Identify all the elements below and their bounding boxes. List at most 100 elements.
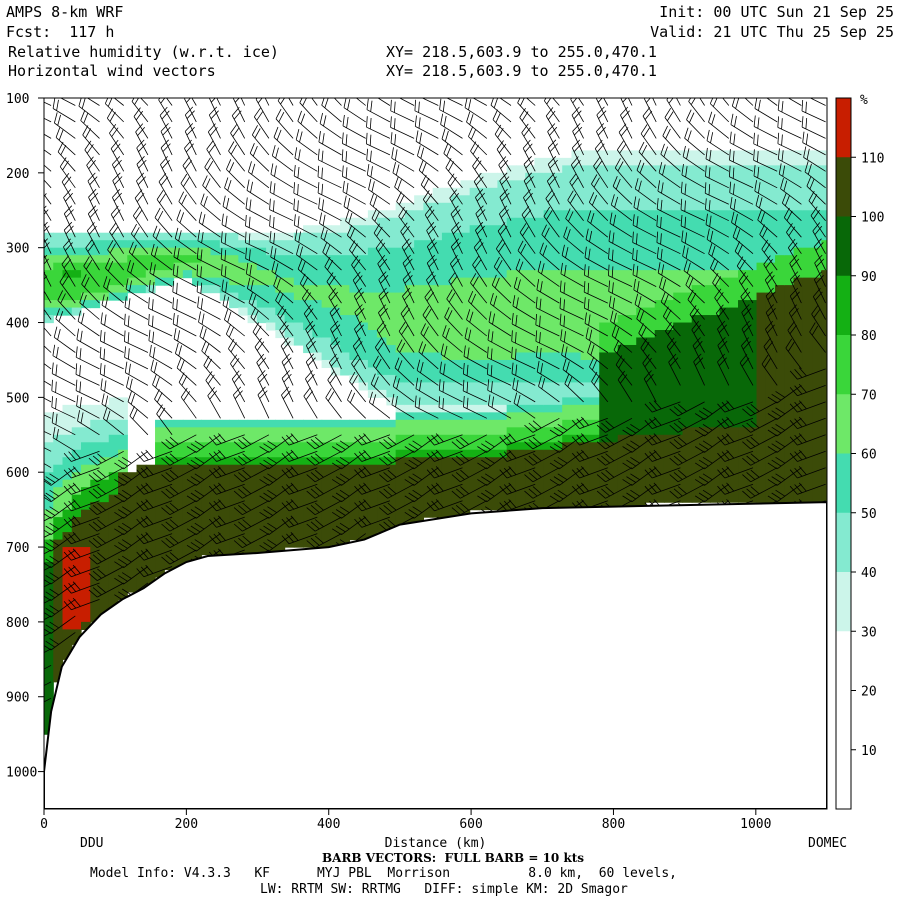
rh-cell (571, 382, 582, 398)
rh-cell (358, 225, 369, 256)
wind-barb (221, 213, 245, 238)
rh-cell (580, 419, 591, 436)
rh-cell (53, 300, 64, 309)
wind-barb (128, 241, 149, 271)
wind-barb (657, 262, 681, 287)
rh-cell (81, 621, 91, 630)
wind-barb (59, 272, 76, 304)
rh-cell (812, 165, 822, 211)
wind-barb (584, 297, 608, 320)
wind-barb (208, 515, 245, 528)
rh-cell (414, 352, 424, 383)
rh-cell (201, 285, 212, 294)
wind-barb (103, 407, 124, 436)
rh-cell (386, 427, 397, 443)
wind-barb (161, 483, 197, 499)
wind-barb (87, 172, 100, 205)
wind-barb (44, 205, 52, 238)
wind-barb (75, 346, 100, 370)
wind-barb (404, 500, 439, 519)
wind-barb (232, 386, 246, 419)
wind-barb (729, 181, 754, 205)
wind-barb (161, 450, 197, 466)
rh-cell (571, 419, 582, 436)
rh-cell (414, 210, 424, 241)
rh-cell (155, 457, 165, 466)
wind-barb (281, 532, 318, 545)
barb-legend: BARB VECTORS: FULL BARB = 10 kts (322, 851, 585, 865)
wind-barb (233, 434, 270, 450)
rh-cell (802, 210, 813, 249)
wind-barb (681, 164, 705, 189)
field-name-rh: Relative humidity (w.r.t. ice) (8, 43, 279, 61)
wind-barb (622, 467, 657, 486)
wind-barb (717, 466, 754, 479)
colorbar-tick-label: 90 (861, 270, 877, 285)
wind-barb (52, 98, 76, 123)
colorbar-swatch (836, 453, 851, 514)
rh-cell (210, 419, 221, 428)
rh-cell (571, 352, 582, 383)
rh-cell (275, 292, 286, 316)
rh-cell (691, 427, 702, 503)
wind-barb (59, 157, 76, 189)
wind-barb (448, 271, 463, 304)
wind-barb (186, 450, 221, 470)
rh-cell (534, 172, 545, 219)
wind-barb (499, 205, 512, 238)
rh-cell (367, 210, 378, 226)
wind-barb (231, 106, 246, 139)
wind-barb (811, 304, 826, 337)
rh-cell (275, 315, 286, 331)
wind-barb (662, 306, 681, 337)
wind-barb (742, 467, 778, 483)
rh-cell (589, 270, 600, 361)
rh-cell (636, 150, 647, 166)
rh-cell (543, 412, 554, 428)
rh-cell (145, 255, 156, 271)
rh-cell (701, 210, 711, 271)
rh-cell (812, 150, 822, 166)
rh-cell (608, 352, 619, 443)
rh-cell (414, 419, 424, 436)
wind-barb (129, 405, 149, 436)
rh-cell (617, 344, 628, 436)
wind-barb (379, 467, 415, 483)
rh-cell (701, 165, 711, 211)
rh-cell (497, 457, 508, 511)
wind-barb (765, 287, 778, 320)
wind-barb (439, 98, 463, 123)
rh-cell (367, 442, 378, 458)
rh-cell (756, 165, 767, 211)
rh-cell (303, 419, 313, 428)
rh-cell (247, 427, 258, 443)
wind-barb (172, 313, 197, 337)
rh-cell (238, 419, 249, 428)
colorbar-swatch (836, 394, 851, 454)
y-tick-label: 1000 (6, 766, 37, 781)
rh-cell (136, 285, 147, 294)
wind-barb (426, 482, 463, 495)
wind-barb (44, 254, 52, 287)
wind-barb (134, 189, 149, 221)
wind-barb (535, 296, 560, 320)
rh-cell (293, 427, 304, 443)
rh-cell (636, 210, 647, 271)
wind-barb (191, 98, 197, 106)
wind-barb (609, 212, 633, 238)
wind-barb (366, 148, 391, 172)
rh-cell (441, 202, 452, 234)
wind-barb (477, 450, 512, 470)
wind-barb (611, 325, 633, 353)
rh-cell (432, 419, 443, 436)
wind-barb (512, 377, 536, 403)
rh-cell (525, 404, 536, 413)
wind-barb (741, 304, 754, 337)
wind-barb (487, 379, 512, 403)
rh-cell (404, 382, 415, 406)
wind-barb (444, 307, 463, 337)
rh-cell (145, 240, 156, 249)
rh-cell (247, 464, 258, 556)
wind-barb (644, 482, 681, 495)
wind-barb (131, 98, 149, 123)
